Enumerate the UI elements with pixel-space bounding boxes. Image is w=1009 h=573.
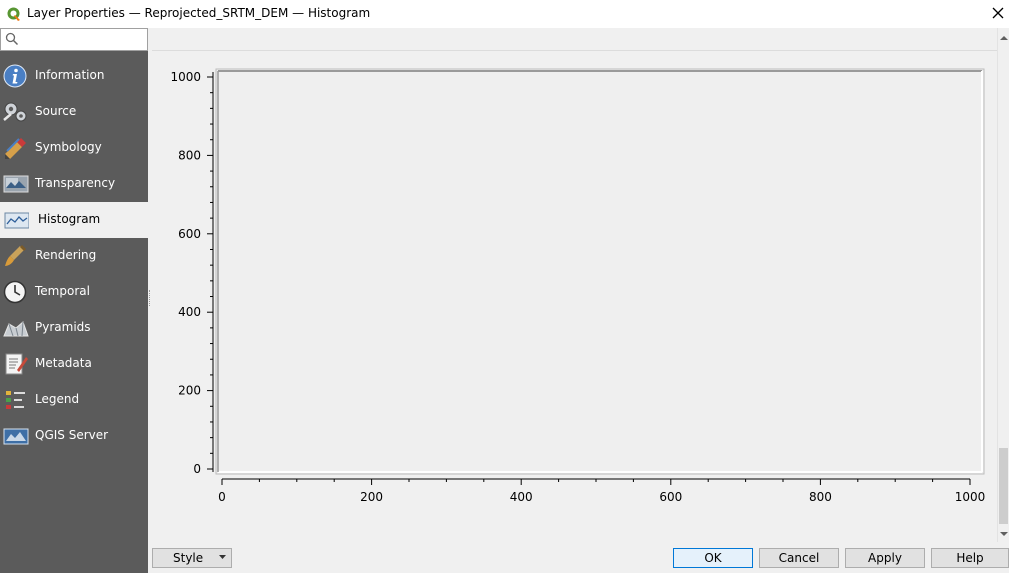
sidebar-item-transparency[interactable]: Transparency	[0, 166, 148, 202]
y-tick-label: 400	[178, 305, 201, 319]
apply-button-label: Apply	[868, 551, 902, 565]
y-tick-label: 600	[178, 227, 201, 241]
ok-button-label: OK	[704, 551, 722, 565]
scrollbar-thumb[interactable]	[999, 448, 1008, 524]
panel-divider	[152, 50, 997, 51]
x-tick-label: 1000	[955, 490, 986, 504]
window-title: Layer Properties — Reprojected_SRTM_DEM …	[27, 6, 371, 20]
y-tick-label: 0	[193, 462, 201, 476]
temporal-icon	[3, 280, 27, 304]
x-tick-label: 800	[809, 490, 832, 504]
vertical-scrollbar[interactable]	[997, 28, 1009, 542]
sidebar-item-histogram[interactable]: Histogram	[0, 202, 152, 238]
sidebar-item-temporal[interactable]: Temporal	[0, 274, 148, 310]
splitter-handle[interactable]	[149, 290, 152, 306]
title-bar: Layer Properties — Reprojected_SRTM_DEM …	[0, 0, 1009, 28]
transparency-icon	[3, 175, 29, 193]
search-icon	[5, 32, 19, 46]
sidebar-item-legend[interactable]: Legend	[0, 382, 148, 418]
metadata-icon	[5, 353, 28, 375]
scroll-up-icon[interactable]	[999, 32, 1009, 44]
sidebar-item-symbology[interactable]: Symbology	[0, 130, 148, 166]
sidebar-item-label: Legend	[35, 392, 80, 406]
x-tick-label: 0	[218, 490, 226, 504]
sidebar: Information Source Symbology Transparenc…	[0, 28, 152, 573]
source-icon	[3, 102, 27, 122]
legend-icon	[6, 391, 25, 409]
information-icon	[3, 64, 27, 88]
sidebar-item-label: Histogram	[38, 212, 101, 226]
help-button[interactable]: Help	[931, 548, 1009, 568]
ok-button[interactable]: OK	[673, 548, 753, 568]
qgis-logo-icon	[7, 7, 20, 21]
symbology-icon	[5, 138, 26, 159]
sidebar-item-rendering[interactable]: Rendering	[0, 238, 148, 274]
help-button-label: Help	[956, 551, 984, 565]
cancel-button[interactable]: Cancel	[759, 548, 839, 568]
x-tick-label: 200	[360, 490, 383, 504]
sidebar-item-label: Rendering	[35, 248, 97, 262]
cancel-button-label: Cancel	[778, 551, 820, 565]
y-tick-label: 200	[178, 384, 201, 398]
y-tick-label: 800	[178, 148, 201, 162]
sidebar-item-information[interactable]: Information	[0, 58, 148, 94]
sidebar-item-label: Source	[35, 104, 77, 118]
sidebar-item-qgis-server[interactable]: QGIS Server	[0, 418, 148, 454]
sidebar-item-label: Metadata	[35, 356, 92, 370]
chevron-down-icon	[219, 555, 226, 559]
sidebar-item-source[interactable]: Source	[0, 94, 148, 130]
sidebar-item-label: Information	[35, 68, 105, 82]
x-tick-label: 400	[510, 490, 533, 504]
scroll-down-icon[interactable]	[999, 528, 1009, 540]
style-button-label: Style	[173, 551, 204, 565]
y-tick-label: 1000	[170, 70, 201, 84]
sidebar-item-label: QGIS Server	[35, 428, 109, 442]
close-icon[interactable]	[990, 5, 1006, 21]
apply-button[interactable]: Apply	[845, 548, 925, 568]
sidebar-item-label: Pyramids	[35, 320, 91, 334]
search-input[interactable]	[21, 30, 145, 49]
sidebar-item-label: Symbology	[35, 140, 102, 154]
histogram-icon	[4, 212, 29, 229]
qgis-server-icon	[3, 428, 29, 445]
sidebar-item-label: Transparency	[35, 176, 116, 190]
search-box[interactable]	[0, 28, 148, 51]
x-tick-label: 600	[659, 490, 682, 504]
rendering-icon	[5, 245, 26, 266]
style-dropdown-button[interactable]: Style	[152, 548, 232, 568]
sidebar-item-pyramids[interactable]: Pyramids	[0, 310, 148, 346]
pyramids-icon	[3, 321, 29, 337]
sidebar-item-label: Temporal	[35, 284, 90, 298]
histogram-chart: 0 200 400 600 800 1000 0 200 400 600 800 1000	[170, 68, 986, 504]
plot-canvas	[215, 68, 985, 475]
sidebar-item-metadata[interactable]: Metadata	[0, 346, 148, 382]
